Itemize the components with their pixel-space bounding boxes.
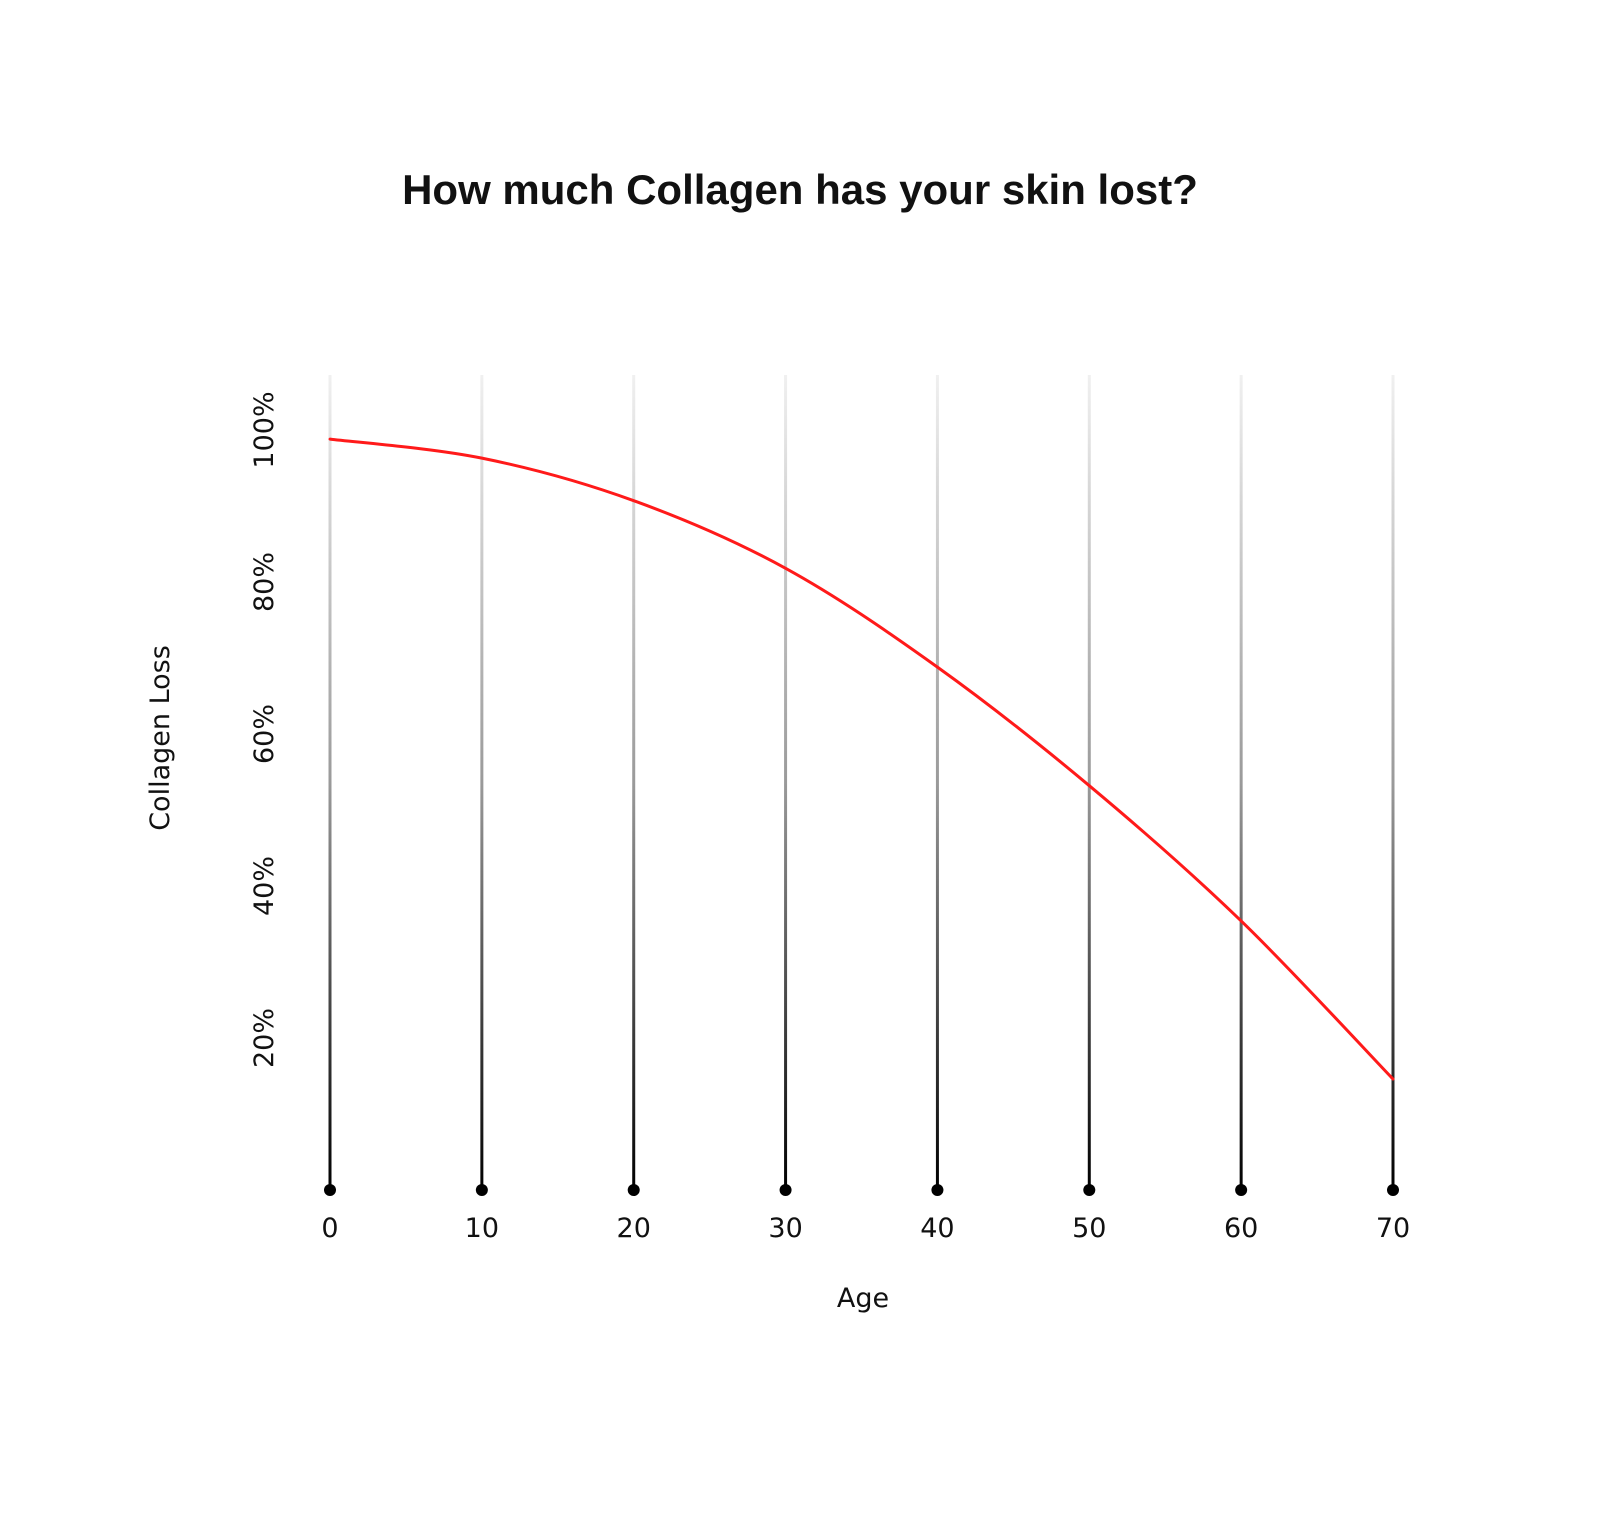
gridline-70 (1391, 375, 1395, 1190)
gridline-10 (480, 375, 484, 1190)
y-tick-label: 100% (249, 391, 280, 468)
axis-dot-40 (931, 1184, 944, 1196)
x-tick-label: 40 (920, 1213, 954, 1244)
axis-dot-20 (627, 1184, 640, 1196)
x-tick-label: 10 (465, 1213, 499, 1244)
gridline-30 (784, 375, 788, 1190)
series-layer (328, 437, 1395, 1081)
x-axis-label: Age (837, 1283, 889, 1314)
gridlines (324, 375, 1399, 1196)
gridline-50 (1087, 375, 1091, 1190)
y-tick-label: 20% (249, 1008, 280, 1068)
x-tick-label: 50 (1072, 1213, 1106, 1244)
axis-dot-30 (779, 1184, 792, 1196)
axis-dot-10 (475, 1184, 488, 1196)
gridline-60 (1239, 375, 1243, 1190)
y-axis-label: Collagen Loss (145, 645, 176, 831)
chart-title: How much Collagen has your skin lost? (402, 166, 1198, 213)
gridline-20 (632, 375, 636, 1190)
x-tick-labels: 0 10 20 30 40 50 60 70 (321, 1213, 1410, 1244)
y-tick-label: 60% (249, 704, 280, 764)
y-tick-label: 40% (249, 856, 280, 916)
y-tick-labels: 20% 40% 60% 80% 100% (249, 391, 280, 1068)
gridline-0 (328, 375, 332, 1190)
gridline-40 (935, 375, 939, 1190)
x-tick-label: 30 (768, 1213, 802, 1244)
axis-dot-60 (1235, 1184, 1248, 1196)
series-line-0 (328, 437, 1395, 1081)
x-tick-label: 20 (617, 1213, 651, 1244)
x-tick-label: 70 (1376, 1213, 1410, 1244)
x-tick-label: 0 (321, 1213, 338, 1244)
x-tick-label: 60 (1224, 1213, 1258, 1244)
y-tick-label: 80% (249, 552, 280, 612)
axis-dot-50 (1083, 1184, 1096, 1196)
axis-dot-70 (1387, 1184, 1399, 1196)
axis-dot-0 (324, 1184, 336, 1196)
